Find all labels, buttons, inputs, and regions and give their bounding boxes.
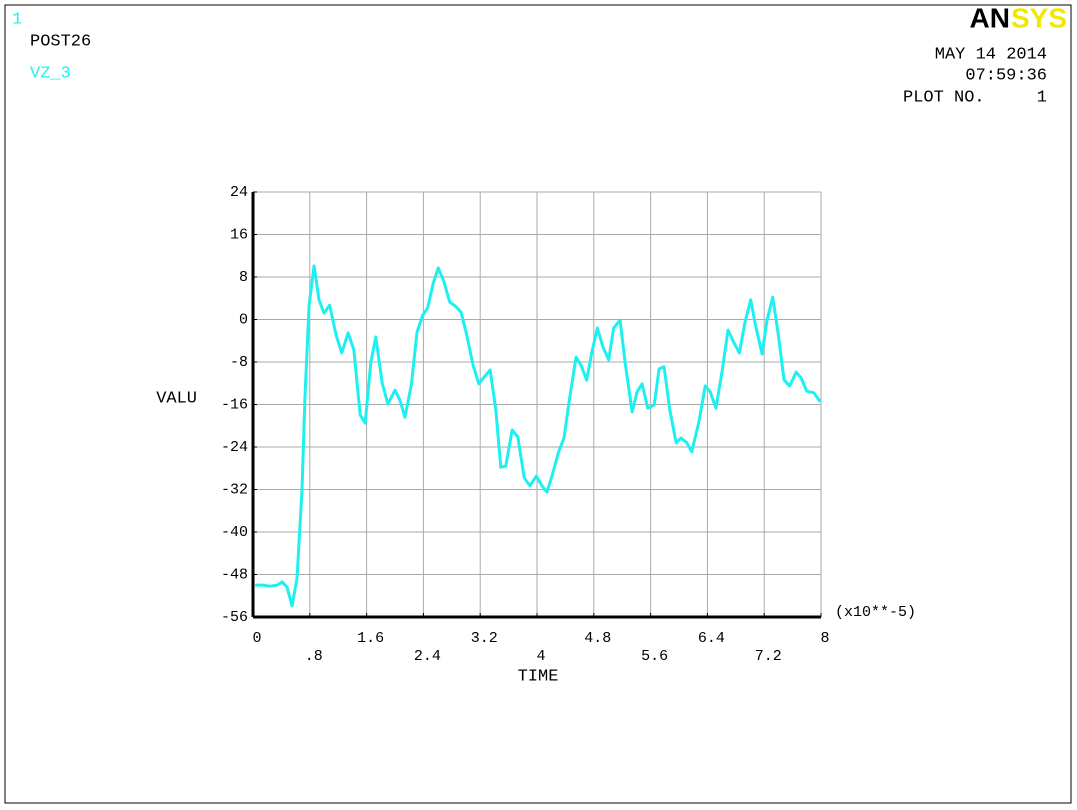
x-tick-label: 8 bbox=[820, 630, 829, 647]
x-tick-label: 6.4 bbox=[698, 630, 725, 647]
y-tick-label: -8 bbox=[230, 354, 248, 371]
y-axis-label: VALU bbox=[156, 389, 197, 408]
x-tick-label: .8 bbox=[305, 648, 323, 665]
x-tick-label: 4 bbox=[536, 648, 545, 665]
x-tick-label: 0 bbox=[252, 630, 261, 647]
y-tick-label: -24 bbox=[221, 439, 248, 456]
y-tick-label: 24 bbox=[230, 184, 248, 201]
y-tick-label: 8 bbox=[239, 269, 248, 286]
logo-right: SYS bbox=[1011, 2, 1067, 33]
time: 07:59:36 bbox=[965, 66, 1047, 85]
y-tick-label: -48 bbox=[221, 566, 248, 583]
y-tick-label: -32 bbox=[221, 481, 248, 498]
plot-number: 1 bbox=[1037, 88, 1047, 107]
window-number: 1 bbox=[12, 10, 22, 29]
x-tick-label: 2.4 bbox=[414, 648, 441, 665]
logo-left: AN bbox=[970, 2, 1010, 33]
x-axis-label: TIME bbox=[518, 667, 559, 686]
plot-label: PLOT NO. bbox=[903, 88, 985, 107]
legend-entry: VZ_3 bbox=[30, 64, 71, 83]
x-tick-label: 3.2 bbox=[471, 630, 498, 647]
date: MAY 14 2014 bbox=[935, 45, 1047, 64]
x-tick-label: 7.2 bbox=[755, 648, 782, 665]
chart-title: POST26 bbox=[30, 32, 91, 51]
y-tick-label: -56 bbox=[221, 609, 248, 626]
data-line bbox=[255, 264, 822, 608]
y-tick-label: 0 bbox=[239, 311, 248, 328]
y-tick-label: -40 bbox=[221, 524, 248, 541]
y-tick-label: 16 bbox=[230, 226, 248, 243]
y-tick-label: -16 bbox=[221, 396, 248, 413]
x-tick-label: 4.8 bbox=[584, 630, 611, 647]
x-tick-label: 1.6 bbox=[357, 630, 384, 647]
x-multiplier: (x10**-5) bbox=[835, 604, 916, 621]
x-tick-label: 5.6 bbox=[641, 648, 668, 665]
